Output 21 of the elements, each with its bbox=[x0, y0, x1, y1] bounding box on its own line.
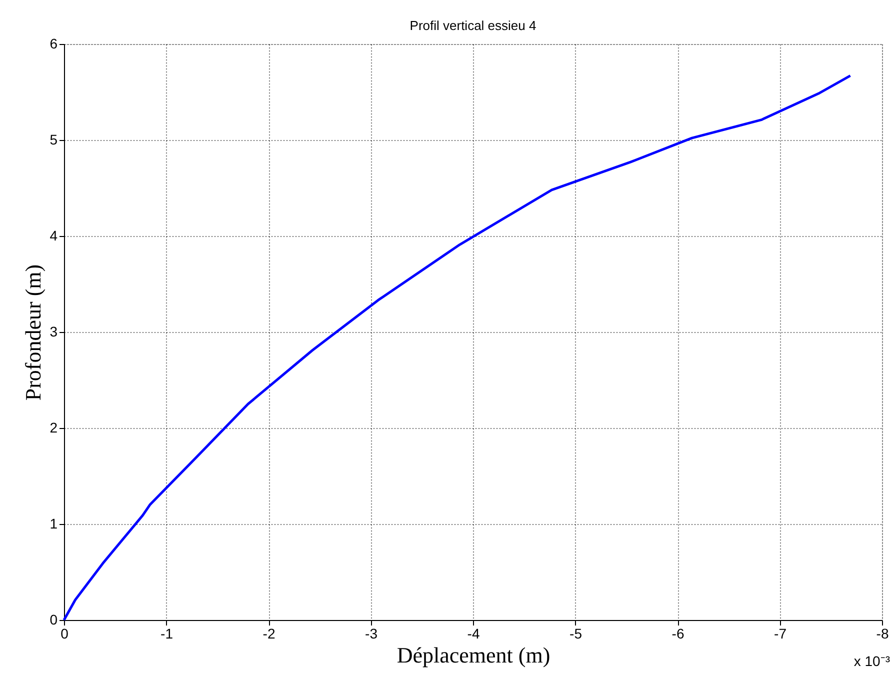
x-axis-title: Déplacement (m) bbox=[396, 642, 550, 668]
line-series bbox=[62, 74, 852, 622]
x-tick-label: -6 bbox=[672, 626, 684, 642]
x-tick-label: -3 bbox=[365, 626, 378, 642]
x-tick-label: -8 bbox=[876, 626, 889, 642]
x-tick-label: 0 bbox=[60, 626, 69, 642]
x-tick-label: -7 bbox=[774, 626, 787, 642]
y-tick-label: 5 bbox=[50, 132, 58, 148]
text: x 10⁻³ bbox=[854, 653, 890, 669]
y-tick-label: 3 bbox=[50, 324, 58, 340]
y-tick-label: 0 bbox=[50, 612, 58, 628]
y-tick-label: 1 bbox=[50, 516, 58, 532]
y-tick-label: 4 bbox=[50, 228, 58, 244]
chart-title: Profil vertical essieu 4 bbox=[410, 18, 536, 33]
y-tick-label: 2 bbox=[50, 420, 58, 436]
x-tick-label: -2 bbox=[262, 626, 276, 642]
x-tick-label: -5 bbox=[570, 626, 582, 642]
x-tick-label: -1 bbox=[160, 626, 174, 642]
x-tick-label: -4 bbox=[467, 626, 480, 642]
y-tick-label: 6 bbox=[50, 36, 58, 52]
y-axis-title: Profondeur (m) bbox=[20, 264, 46, 401]
